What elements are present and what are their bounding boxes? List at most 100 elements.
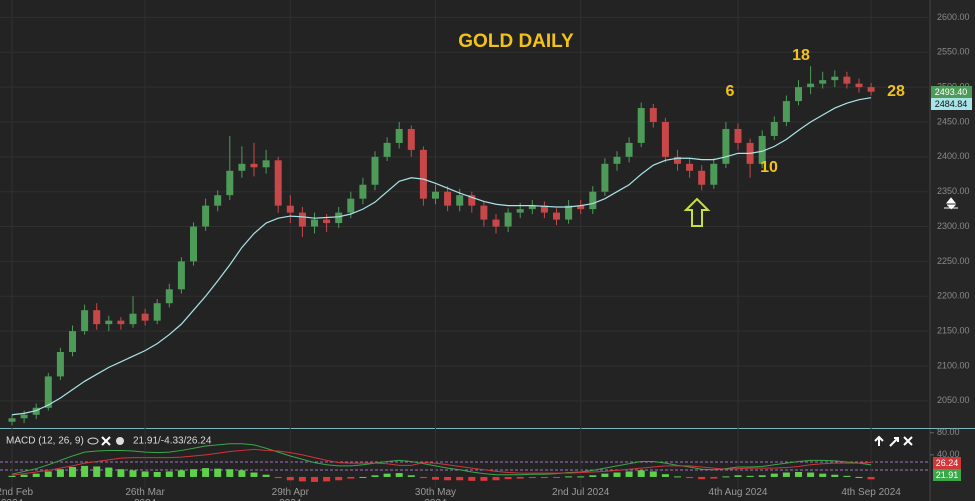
candle-body bbox=[649, 108, 657, 122]
candle-body bbox=[153, 303, 161, 321]
y-tick-label: 2400.00 bbox=[937, 151, 970, 161]
candle-body bbox=[286, 205, 294, 213]
histogram-bar bbox=[649, 471, 657, 477]
histogram-bar bbox=[674, 476, 681, 478]
x-tick-label: 4th Aug 2024 bbox=[708, 487, 768, 498]
candle-body bbox=[855, 83, 863, 88]
histogram-bar bbox=[153, 471, 161, 477]
histogram-bar bbox=[347, 476, 355, 479]
eye-icon[interactable] bbox=[87, 437, 99, 445]
histogram-bar bbox=[141, 471, 149, 477]
candle-body bbox=[226, 170, 234, 196]
y-tick-label: 2150.00 bbox=[937, 325, 970, 335]
close-pane-icon[interactable] bbox=[903, 436, 913, 446]
y-tick-label: 40.00 bbox=[937, 449, 960, 459]
candle-body bbox=[770, 121, 778, 136]
candle-body bbox=[577, 205, 585, 210]
candle-body bbox=[589, 191, 597, 210]
candle-body bbox=[105, 320, 113, 325]
histogram-bar bbox=[117, 469, 125, 477]
histogram-bar bbox=[69, 467, 76, 477]
candle-body bbox=[141, 313, 149, 321]
candle-body bbox=[528, 205, 536, 210]
scale-button[interactable] bbox=[940, 195, 962, 215]
histogram-bar bbox=[359, 476, 367, 478]
histogram-bar bbox=[686, 476, 694, 479]
histogram-bar bbox=[565, 476, 573, 478]
histogram-bar bbox=[843, 475, 851, 477]
candle-body bbox=[613, 156, 621, 164]
histogram-bar bbox=[480, 476, 488, 481]
candle-body bbox=[480, 205, 488, 220]
histogram-bar bbox=[226, 469, 234, 477]
candle-body bbox=[359, 184, 367, 199]
candle-body bbox=[56, 352, 64, 377]
histogram-bar bbox=[758, 475, 766, 477]
histogram-bar bbox=[383, 473, 391, 477]
price-axis-panel bbox=[930, 0, 975, 501]
histogram-bar bbox=[262, 474, 270, 477]
histogram-bar bbox=[855, 476, 863, 478]
candle-body bbox=[8, 418, 16, 422]
candle-body bbox=[625, 142, 633, 157]
pane-controls[interactable] bbox=[874, 435, 913, 447]
arrow-annotation bbox=[683, 197, 711, 227]
candle-body bbox=[601, 163, 609, 192]
candle-body bbox=[262, 160, 270, 168]
candle-body bbox=[867, 87, 875, 92]
histogram-bar bbox=[528, 476, 536, 479]
y-tick-label: 2600.00 bbox=[937, 12, 970, 22]
macd-readout: 21.91/-4.33/26.24 bbox=[133, 436, 212, 447]
candle-body bbox=[311, 219, 318, 227]
candle-body bbox=[758, 135, 766, 164]
scale-icon[interactable] bbox=[944, 197, 958, 210]
y-tick-label: 2250.00 bbox=[937, 256, 970, 266]
candle-body bbox=[637, 108, 645, 143]
histogram-bar bbox=[44, 471, 52, 477]
candle-body bbox=[395, 128, 403, 143]
x-tick-label: 22nd Feb 2024 bbox=[0, 487, 34, 501]
candle-body bbox=[456, 195, 464, 206]
close-icon[interactable] bbox=[101, 436, 111, 446]
candle-body bbox=[347, 198, 355, 213]
histogram-bar bbox=[32, 473, 40, 477]
value-label: 26.24 bbox=[936, 458, 959, 468]
macd-icons[interactable] bbox=[87, 436, 124, 446]
candle-body bbox=[444, 191, 452, 206]
histogram-bar bbox=[468, 476, 476, 481]
candle-body bbox=[93, 310, 101, 325]
histogram-bar bbox=[20, 474, 28, 477]
histogram-bar bbox=[722, 476, 730, 478]
histogram-bar bbox=[807, 472, 815, 477]
candle-body bbox=[516, 209, 524, 213]
histogram-bar bbox=[867, 476, 875, 480]
candle-body bbox=[468, 195, 476, 206]
candle-body bbox=[165, 289, 173, 304]
x-tick-label: 29th Apr 2024 bbox=[271, 487, 309, 501]
candle-body bbox=[432, 191, 439, 199]
histogram-bar bbox=[661, 474, 669, 477]
histogram-bar bbox=[819, 473, 827, 477]
candle-body bbox=[722, 128, 730, 164]
candle-body bbox=[734, 128, 742, 143]
candle-body bbox=[117, 320, 125, 325]
y-tick-label: 2300.00 bbox=[937, 221, 970, 231]
histogram-bar bbox=[81, 465, 89, 477]
y-tick-label: 2100.00 bbox=[937, 360, 970, 370]
histogram-bar bbox=[93, 466, 101, 477]
maximize-icon[interactable] bbox=[889, 437, 899, 447]
histogram-bar bbox=[698, 476, 706, 480]
candle-body bbox=[190, 226, 197, 262]
move-up-icon[interactable] bbox=[874, 435, 884, 446]
macd-title[interactable]: MACD (12, 26, 9) bbox=[6, 436, 84, 447]
candle-body bbox=[553, 212, 560, 220]
histogram-bar bbox=[177, 470, 185, 477]
settings-icon[interactable] bbox=[116, 437, 124, 445]
annotation: 18 bbox=[792, 47, 810, 64]
moving-average bbox=[11, 97, 872, 416]
value-label-bg bbox=[933, 457, 961, 469]
histogram-bar bbox=[165, 471, 173, 477]
ma-label-bg bbox=[931, 98, 972, 110]
y-tick-label: 80.00 bbox=[937, 427, 960, 437]
ma-label: 2484.84 bbox=[935, 99, 968, 109]
